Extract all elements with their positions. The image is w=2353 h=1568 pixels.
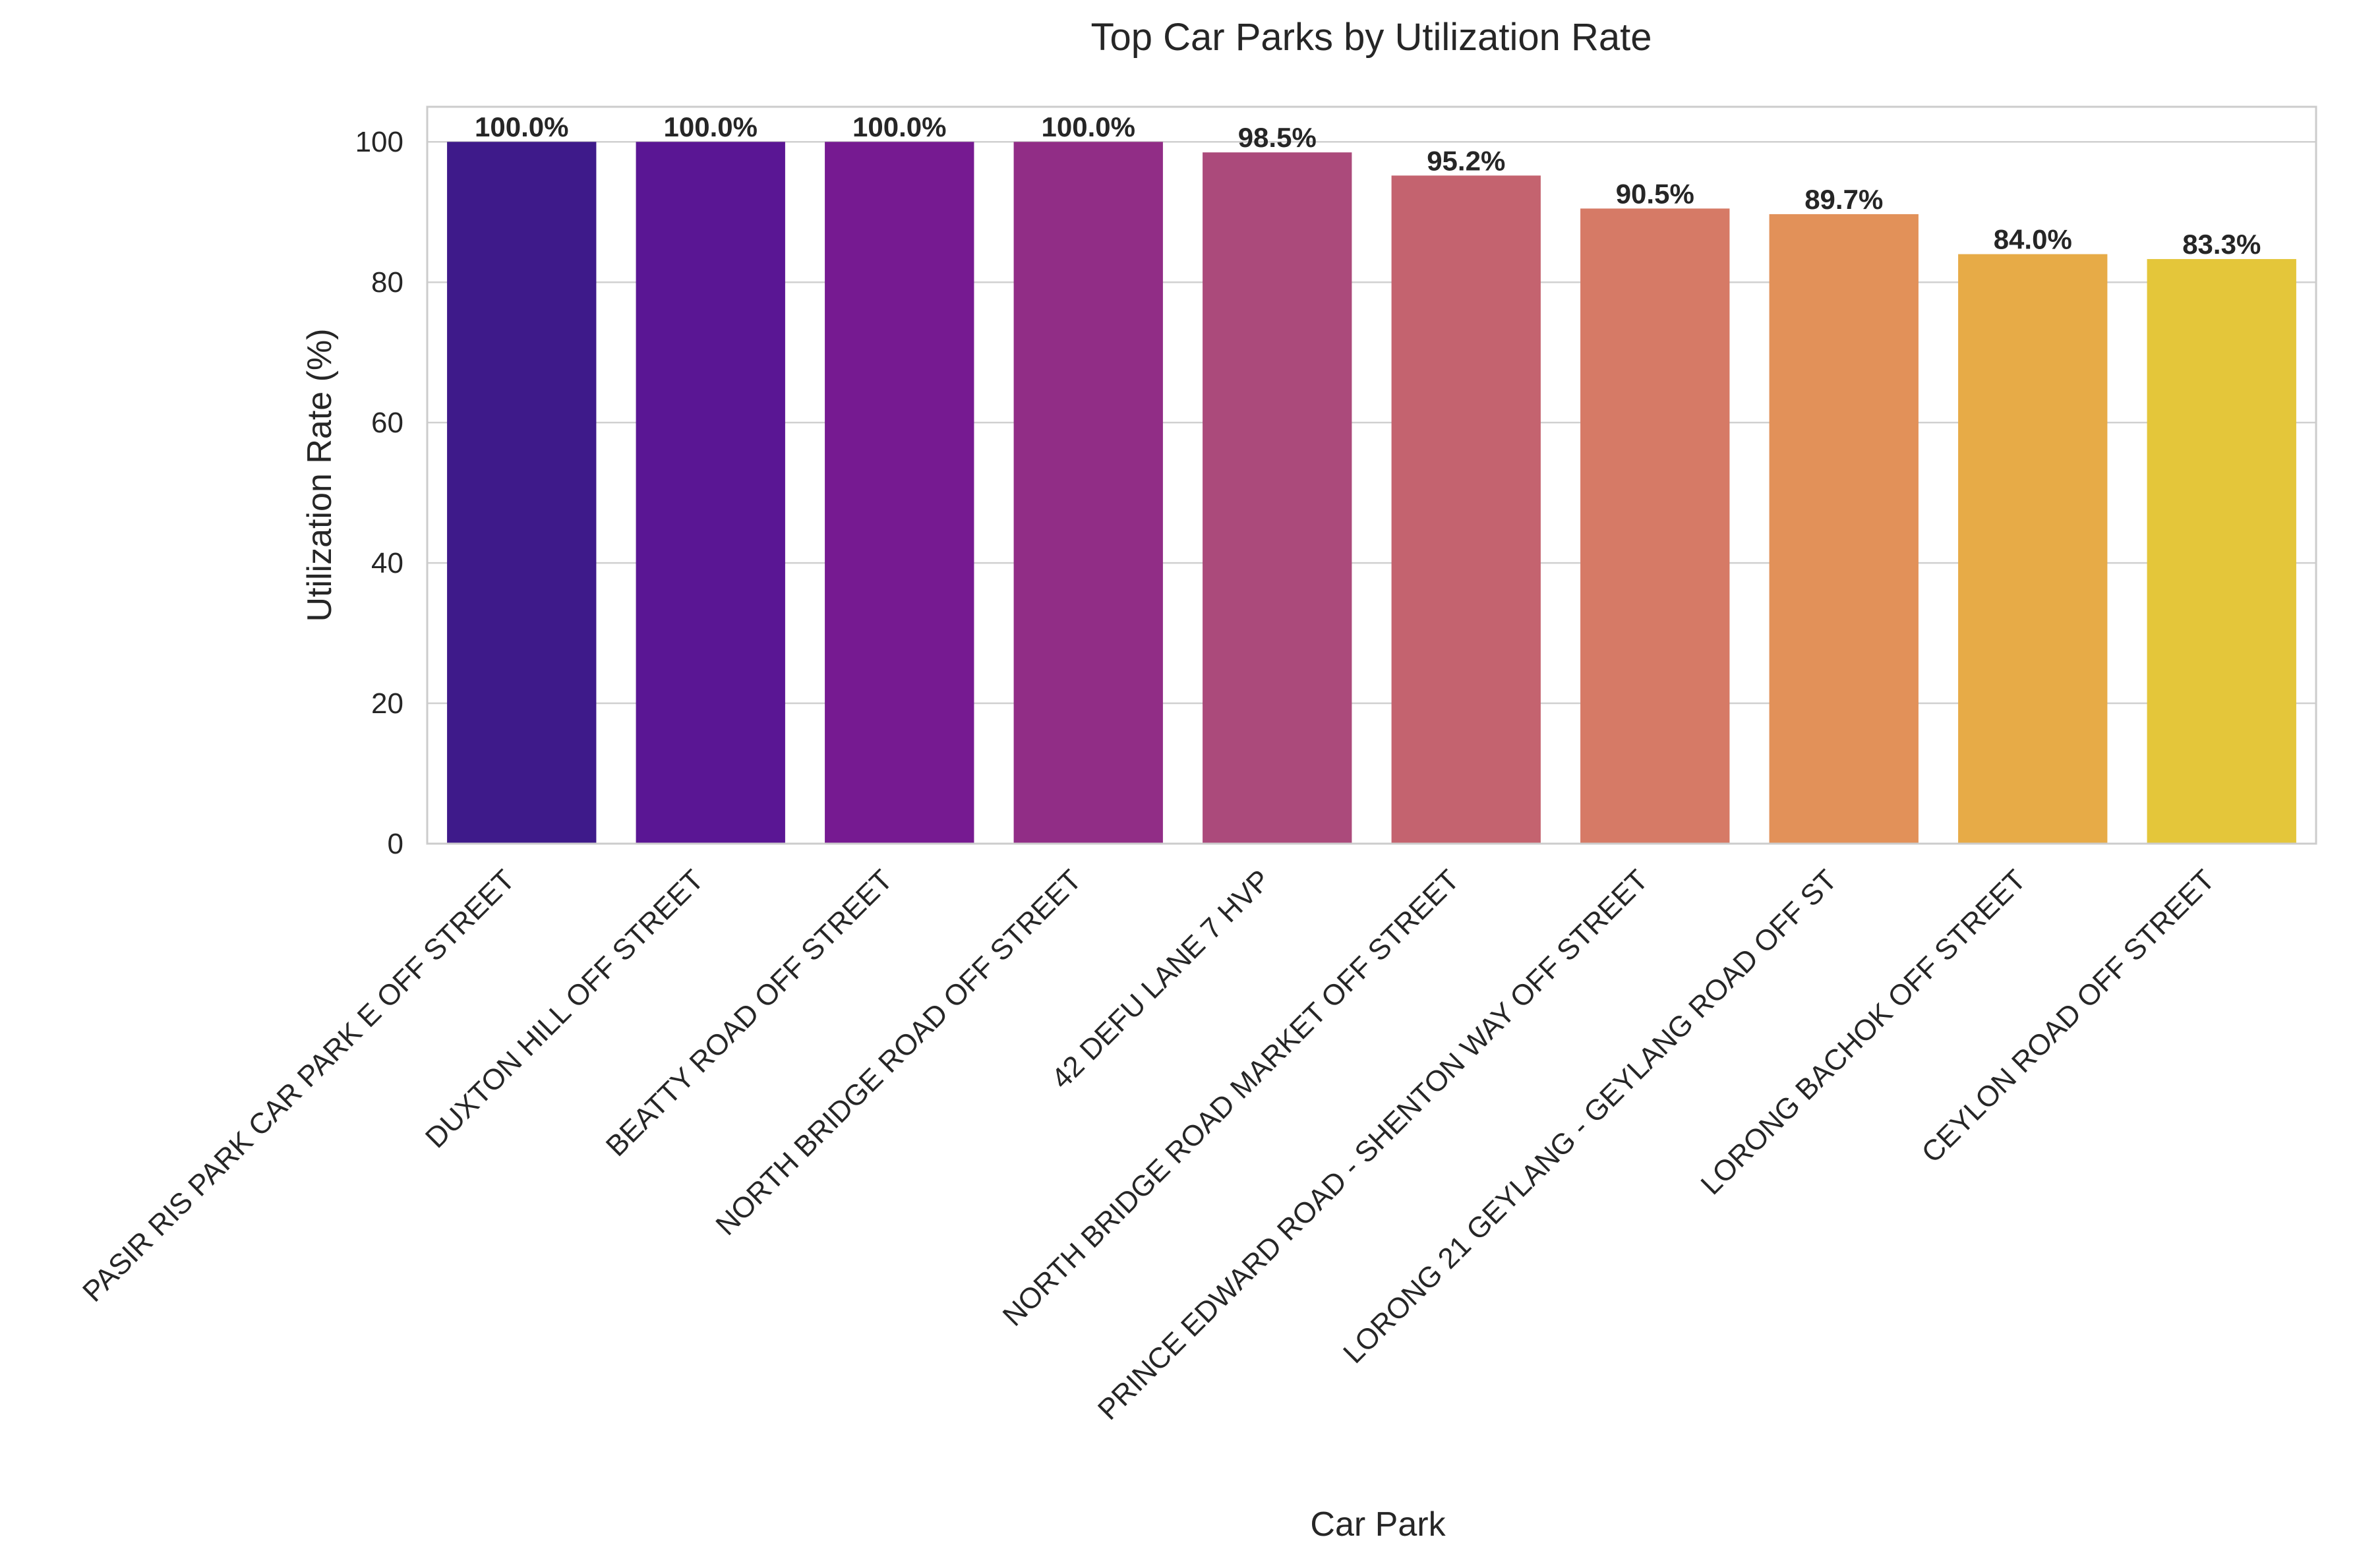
bar bbox=[1580, 208, 1730, 844]
y-tick-label: 60 bbox=[371, 407, 403, 439]
bar-value-label: 83.3% bbox=[2182, 229, 2261, 260]
bar bbox=[1203, 152, 1352, 844]
data-labels: 100.0% 100.0% 100.0% 100.0% 98.5% 95.2% 90.5% 8… bbox=[475, 111, 2261, 260]
bar-value-label: 100.0% bbox=[475, 111, 568, 142]
bar-value-label: 100.0% bbox=[1042, 111, 1135, 142]
y-tick-label: 20 bbox=[371, 687, 403, 720]
bar bbox=[1769, 214, 1919, 844]
bar-value-label: 95.2% bbox=[1427, 145, 1505, 176]
bar bbox=[1013, 142, 1163, 844]
bar-value-label: 100.0% bbox=[664, 111, 758, 142]
x-axis-ticks: PASIR RIS PARK CAR PARK E OFF STREETDUXT… bbox=[76, 863, 2221, 1426]
y-axis-ticks: 0 20 40 60 80 100 bbox=[355, 126, 403, 860]
bar bbox=[447, 142, 597, 844]
x-tick-label: NORTH BRIDGE ROAD MARKET OFF STREET bbox=[997, 863, 1466, 1332]
bar-value-label: 89.7% bbox=[1804, 184, 1883, 215]
bar-value-label: 98.5% bbox=[1238, 122, 1317, 153]
plot-frame bbox=[426, 105, 2317, 845]
bar-value-label: 100.0% bbox=[852, 111, 946, 142]
bar-layer bbox=[447, 142, 2296, 844]
x-axis-label: Car Park bbox=[1310, 1505, 1446, 1544]
bar bbox=[2147, 259, 2296, 844]
y-tick-label: 100 bbox=[355, 126, 403, 158]
x-tick-label: PASIR RIS PARK CAR PARK E OFF STREET bbox=[76, 863, 521, 1308]
bar bbox=[1391, 175, 1541, 844]
x-tick-label: LORONG BACHOK OFF STREET bbox=[1695, 863, 2033, 1201]
bar-value-label: 84.0% bbox=[1994, 224, 2072, 255]
bar bbox=[636, 142, 785, 844]
x-tick-label: 42 DEFU LANE 7 HVP bbox=[1045, 863, 1276, 1095]
x-tick-label: CEYLON ROAD OFF STREET bbox=[1915, 863, 2220, 1169]
bar bbox=[825, 142, 974, 844]
y-tick-label: 0 bbox=[388, 828, 403, 860]
y-tick-label: 40 bbox=[371, 547, 403, 579]
y-tick-label: 80 bbox=[371, 266, 403, 299]
bar bbox=[1958, 254, 2108, 844]
x-tick-label: NORTH BRIDGE ROAD OFF STREET bbox=[709, 863, 1087, 1241]
bar-value-label: 90.5% bbox=[1616, 178, 1694, 209]
y-axis-label: Utilization Rate (%) bbox=[301, 328, 339, 622]
chart-title: Top Car Parks by Utilization Rate bbox=[1091, 16, 1652, 59]
